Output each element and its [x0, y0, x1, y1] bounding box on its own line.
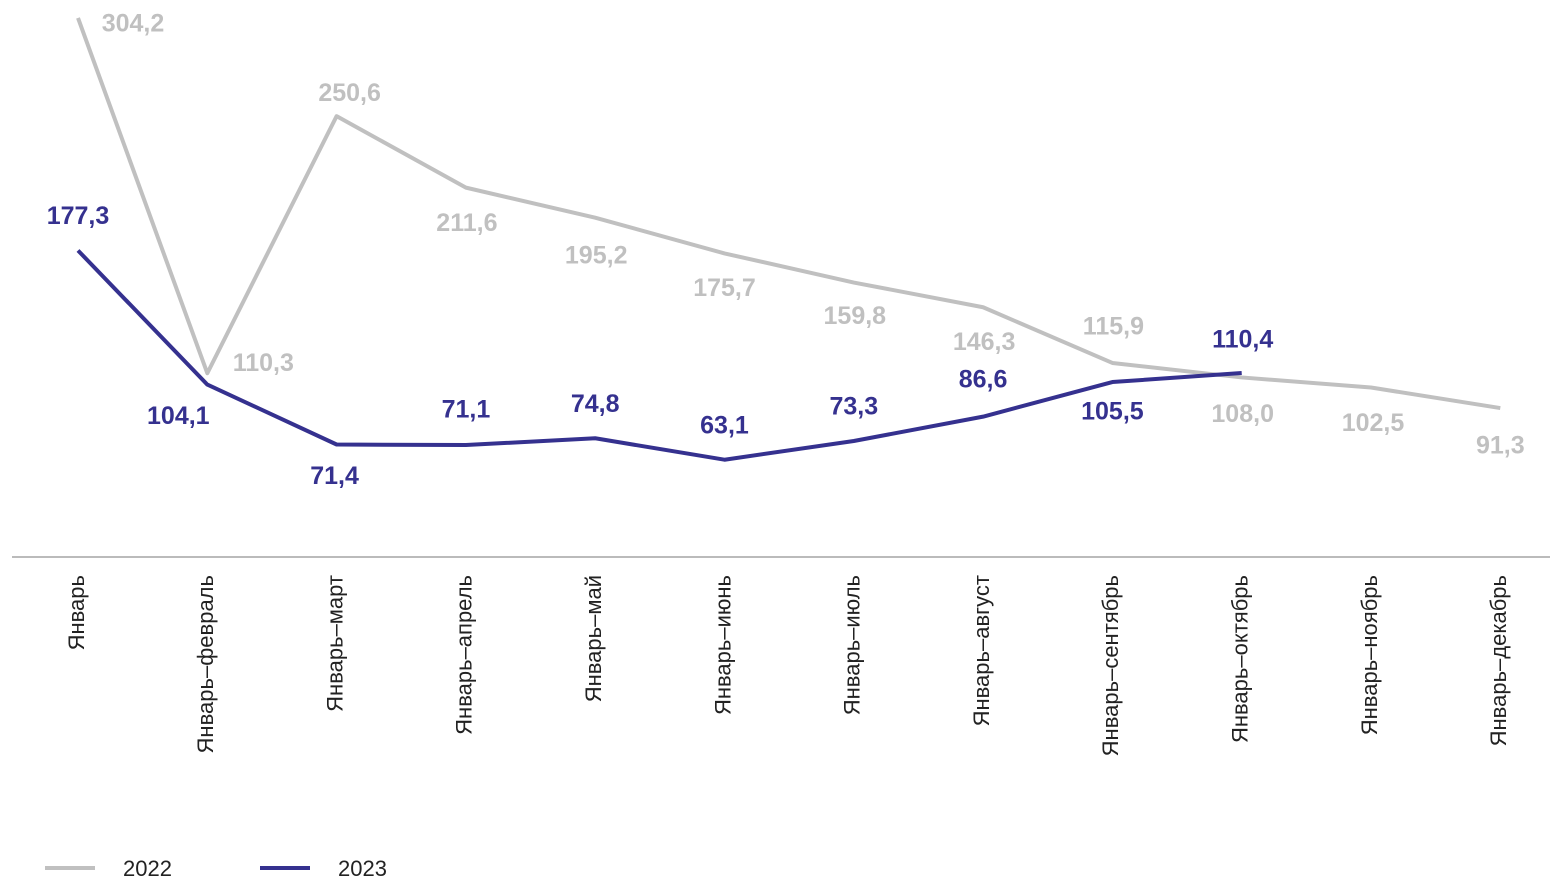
x-tick-label: Январь–апрель: [452, 575, 477, 735]
x-tick-label: Январь: [64, 575, 89, 650]
value-label: 71,1: [442, 396, 491, 424]
value-label: 73,3: [829, 393, 878, 421]
value-label: 91,3: [1476, 432, 1525, 460]
value-label: 102,5: [1342, 409, 1405, 437]
value-label: 146,3: [953, 328, 1016, 356]
x-tick-label: Январь–май: [581, 575, 606, 702]
value-label: 108,0: [1211, 400, 1274, 428]
value-label: 177,3: [47, 202, 110, 230]
x-tick-label: Январь–август: [969, 575, 994, 726]
value-label: 110,3: [233, 349, 294, 377]
x-tick-label: Январь–ноябрь: [1357, 575, 1382, 735]
value-label: 110,4: [1212, 326, 1273, 354]
value-label: 175,7: [693, 274, 756, 302]
x-tick-label: Январь–декабрь: [1486, 575, 1511, 746]
value-label: 74,8: [571, 390, 620, 418]
x-tick-label: Январь–июль: [840, 575, 865, 715]
value-label: 86,6: [959, 365, 1008, 393]
value-label: 304,2: [102, 10, 165, 38]
value-label: 104,1: [147, 402, 210, 430]
x-tick-label: Январь–март: [322, 575, 347, 712]
value-label: 115,9: [1083, 313, 1144, 341]
value-label: 105,5: [1081, 398, 1144, 426]
value-label: 211,6: [436, 209, 497, 237]
value-label: 63,1: [700, 411, 749, 439]
value-label: 195,2: [565, 241, 628, 269]
line-series: [76, 17, 1501, 411]
legend-label: 2022: [123, 856, 172, 881]
x-tick-label: Январь–сентябрь: [1098, 575, 1123, 756]
value-label: 71,4: [310, 462, 359, 490]
x-tick-label: Январь–октябрь: [1228, 575, 1253, 743]
x-tick-label: Январь–февраль: [193, 575, 218, 753]
x-tick-label: Январь–июнь: [710, 575, 735, 715]
value-label: 159,8: [824, 302, 887, 330]
line-series: [76, 249, 1242, 462]
value-label: 250,6: [318, 79, 381, 107]
legend-label: 2023: [338, 856, 387, 881]
